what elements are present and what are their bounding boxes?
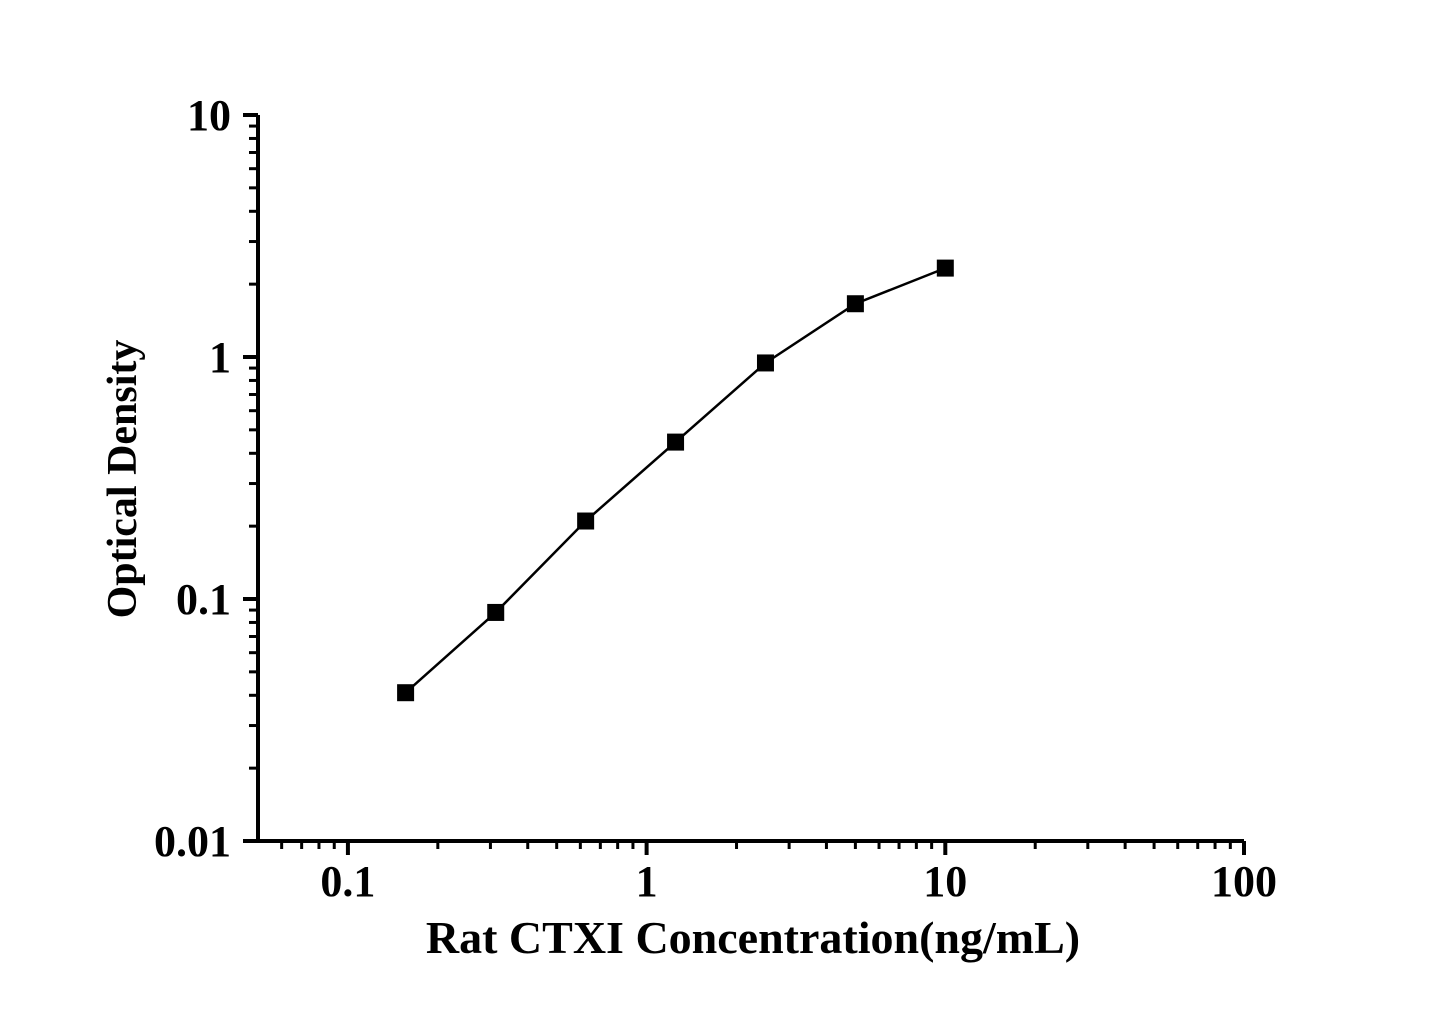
x-tick-label: 10 [923,857,967,906]
y-tick-label: 10 [187,91,231,140]
data-point-marker [756,354,774,372]
x-tick-label: 0.1 [320,857,375,906]
x-tick-label: 1 [636,857,658,906]
y-tick-label: 0.1 [176,575,231,624]
y-tick-label: 1 [209,333,231,382]
series-line [404,266,946,694]
x-tick-label: 100 [1211,857,1277,906]
y-tick-label: 0.01 [154,817,231,866]
data-point-marker [846,295,864,313]
data-point-marker [487,603,505,621]
data-point-marker [577,512,595,530]
series-layer [397,259,954,702]
axes-layer [256,115,1244,843]
tick-layer: 0.01 0.1 1 10 0.1 1 10 100 [154,91,1277,906]
x-axis-title: Rat CTXI Concentration(ng/mL) [426,912,1080,963]
data-point-marker [397,684,415,702]
data-point-marker [936,259,954,277]
y-axis-title: Optical Density [100,340,146,619]
data-point-marker [667,433,685,451]
axis-spine [256,115,1244,843]
